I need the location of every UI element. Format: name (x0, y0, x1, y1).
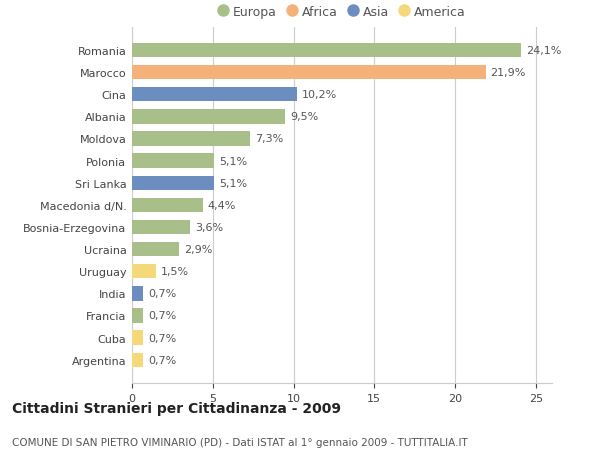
Text: COMUNE DI SAN PIETRO VIMINARIO (PD) - Dati ISTAT al 1° gennaio 2009 - TUTTITALIA: COMUNE DI SAN PIETRO VIMINARIO (PD) - Da… (12, 437, 468, 448)
Text: 24,1%: 24,1% (526, 46, 562, 56)
Bar (132, 88, 297, 102)
Bar (132, 330, 143, 345)
Text: 0,7%: 0,7% (148, 355, 176, 365)
Text: 5,1%: 5,1% (219, 179, 247, 188)
Text: 1,5%: 1,5% (161, 267, 189, 277)
Text: 0,7%: 0,7% (148, 289, 176, 299)
Text: 2,9%: 2,9% (184, 245, 212, 255)
Bar (132, 286, 143, 301)
Legend: Europa, Africa, Asia, America: Europa, Africa, Asia, America (213, 1, 471, 24)
Bar (132, 308, 143, 323)
Bar (132, 44, 521, 58)
Bar (132, 66, 486, 80)
Bar (132, 198, 203, 213)
Bar (132, 154, 214, 168)
Bar (132, 132, 250, 146)
Text: 3,6%: 3,6% (195, 223, 223, 232)
Bar (132, 264, 156, 279)
Text: Cittadini Stranieri per Cittadinanza - 2009: Cittadini Stranieri per Cittadinanza - 2… (12, 402, 341, 415)
Text: 21,9%: 21,9% (491, 68, 526, 78)
Text: 4,4%: 4,4% (208, 201, 236, 210)
Text: 0,7%: 0,7% (148, 311, 176, 321)
Text: 9,5%: 9,5% (290, 112, 319, 122)
Text: 7,3%: 7,3% (255, 134, 283, 144)
Bar (132, 176, 214, 190)
Bar (132, 242, 179, 257)
Text: 0,7%: 0,7% (148, 333, 176, 343)
Bar (132, 110, 286, 124)
Text: 10,2%: 10,2% (302, 90, 337, 100)
Bar (132, 353, 143, 367)
Text: 5,1%: 5,1% (219, 156, 247, 166)
Bar (132, 220, 190, 235)
